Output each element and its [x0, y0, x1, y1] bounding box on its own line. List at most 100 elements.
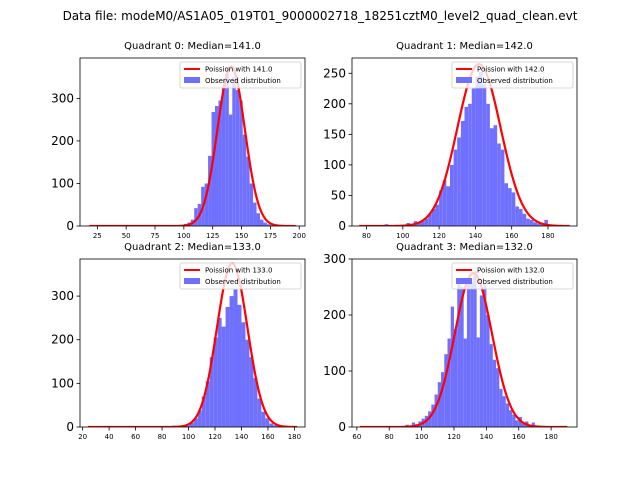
x-tick-label: 20 [78, 433, 87, 441]
histogram-bar [261, 411, 266, 427]
histogram-bar [464, 106, 469, 226]
plot-area [88, 65, 297, 226]
histogram-bar [505, 403, 510, 427]
legend: Poission with 133.0 Observed distribution [179, 262, 302, 290]
histogram-bar [221, 87, 226, 226]
histogram-bar [502, 396, 506, 427]
x-tick-label: 50 [122, 232, 131, 240]
y-tick-label: 300 [51, 289, 74, 303]
histogram-bar [515, 206, 519, 226]
histogram-bar [508, 188, 512, 226]
legend: Poission with 141.0 Observed distribution [179, 61, 302, 89]
histogram-bar [476, 337, 480, 427]
histogram-bar [260, 219, 264, 226]
histogram-bar [242, 134, 247, 226]
histogram-bar [215, 106, 219, 226]
legend-box [451, 262, 574, 290]
legend-box [451, 61, 574, 89]
histogram-bar [185, 425, 190, 427]
legend: Poission with 132.0 Observed distribution [451, 262, 574, 290]
x-tick-label: 120 [447, 433, 460, 441]
histogram-bar [441, 372, 445, 427]
histogram-bar [497, 143, 501, 226]
y-tick-label: 150 [323, 127, 346, 141]
histogram-bar [453, 149, 458, 226]
legend: Poission with 142.0 Observed distribution [451, 61, 574, 89]
legend-line-label: Poission with 132.0 [477, 267, 545, 275]
quadrant-3-panel: 60 80 100 120 140 160 180 0 100 200 300 Quadrant 3:… [323, 242, 578, 441]
histogram-bar [218, 100, 222, 226]
axes-frame [79, 258, 306, 428]
histogram-bar [521, 423, 526, 427]
legend-bar-label: Observed distribution [477, 77, 553, 85]
histogram-bar [205, 381, 210, 427]
x-tick-label: 100 [177, 232, 190, 240]
x-tick-label: 120 [432, 232, 445, 240]
histogram-bar [269, 423, 274, 427]
histogram-bar [512, 414, 516, 427]
histogram-bar [492, 359, 497, 427]
y-tick-label: 100 [51, 176, 74, 190]
histogram-bar [509, 410, 513, 427]
histogram-bar [235, 89, 240, 226]
y-tick-label: 100 [323, 158, 346, 172]
histogram-bar [489, 344, 493, 427]
histogram-bar [489, 128, 494, 226]
histogram-bar [486, 103, 490, 226]
histogram-bar [208, 155, 212, 226]
x-tick-label: 140 [480, 433, 493, 441]
histogram-bar [193, 418, 198, 427]
legend-line-label: Poission with 141.0 [205, 66, 273, 74]
histogram-bar [457, 137, 461, 226]
histogram-bar [437, 382, 442, 427]
histogram-bar [463, 338, 467, 427]
x-tick-label: 180 [541, 232, 554, 240]
histogram-bar [468, 103, 472, 226]
histogram-bar [204, 183, 209, 226]
y-tick-label: 0 [66, 420, 74, 434]
histogram-bar [431, 404, 435, 427]
histogram-bar [257, 398, 262, 427]
histogram-bar [522, 213, 527, 226]
histogram-bar [439, 190, 443, 226]
histogram-bar [466, 278, 471, 427]
histogram-bar [239, 100, 243, 226]
y-tick-label: 0 [66, 219, 74, 233]
x-tick-label: 125 [206, 232, 219, 240]
chart-panels: 25 50 75 100 125 150 175 2000100200300Quadrant … [51, 41, 578, 441]
x-tick-label: 100 [396, 232, 409, 240]
histogram-bar [245, 339, 250, 427]
histogram-bar [263, 222, 267, 226]
legend-line-label: Poission with 133.0 [205, 267, 273, 275]
histogram-bar [237, 304, 242, 427]
histogram-bar [194, 208, 198, 226]
histogram-bar [228, 114, 233, 226]
histogram-bar [428, 213, 432, 226]
legend-line-label: Poission with 142.0 [477, 66, 545, 74]
axes-frame [79, 57, 306, 227]
histogram-bar [479, 295, 484, 427]
histogram-bar [447, 338, 451, 427]
x-tick-label: 100 [415, 433, 428, 441]
x-tick-label: 160 [261, 433, 274, 441]
legend-bar-swatch [456, 278, 472, 284]
x-tick-label: 100 [182, 433, 195, 441]
y-tick-label: 300 [51, 91, 74, 105]
histogram-bar [241, 322, 246, 427]
y-tick-label: 200 [51, 134, 74, 148]
histogram-bar [411, 422, 416, 427]
figure-title: Data file: modeM0/AS1A05_019T01_90000027… [63, 9, 578, 23]
histogram-bar [444, 354, 448, 427]
histogram-bar [504, 183, 509, 226]
legend-bar-label: Observed distribution [477, 278, 553, 286]
histogram-bar [253, 202, 257, 226]
y-tick-label: 200 [51, 333, 74, 347]
x-tick-label: 25 [93, 232, 102, 240]
y-tick-label: 50 [331, 188, 346, 202]
x-tick-label: 40 [105, 433, 114, 441]
histogram-bar [457, 284, 461, 427]
histogram-bar [431, 208, 436, 226]
y-tick-label: 200 [323, 97, 346, 111]
histogram-bar [435, 204, 440, 226]
subplot-title: Quadrant 1: Median=142.0 [396, 41, 533, 52]
